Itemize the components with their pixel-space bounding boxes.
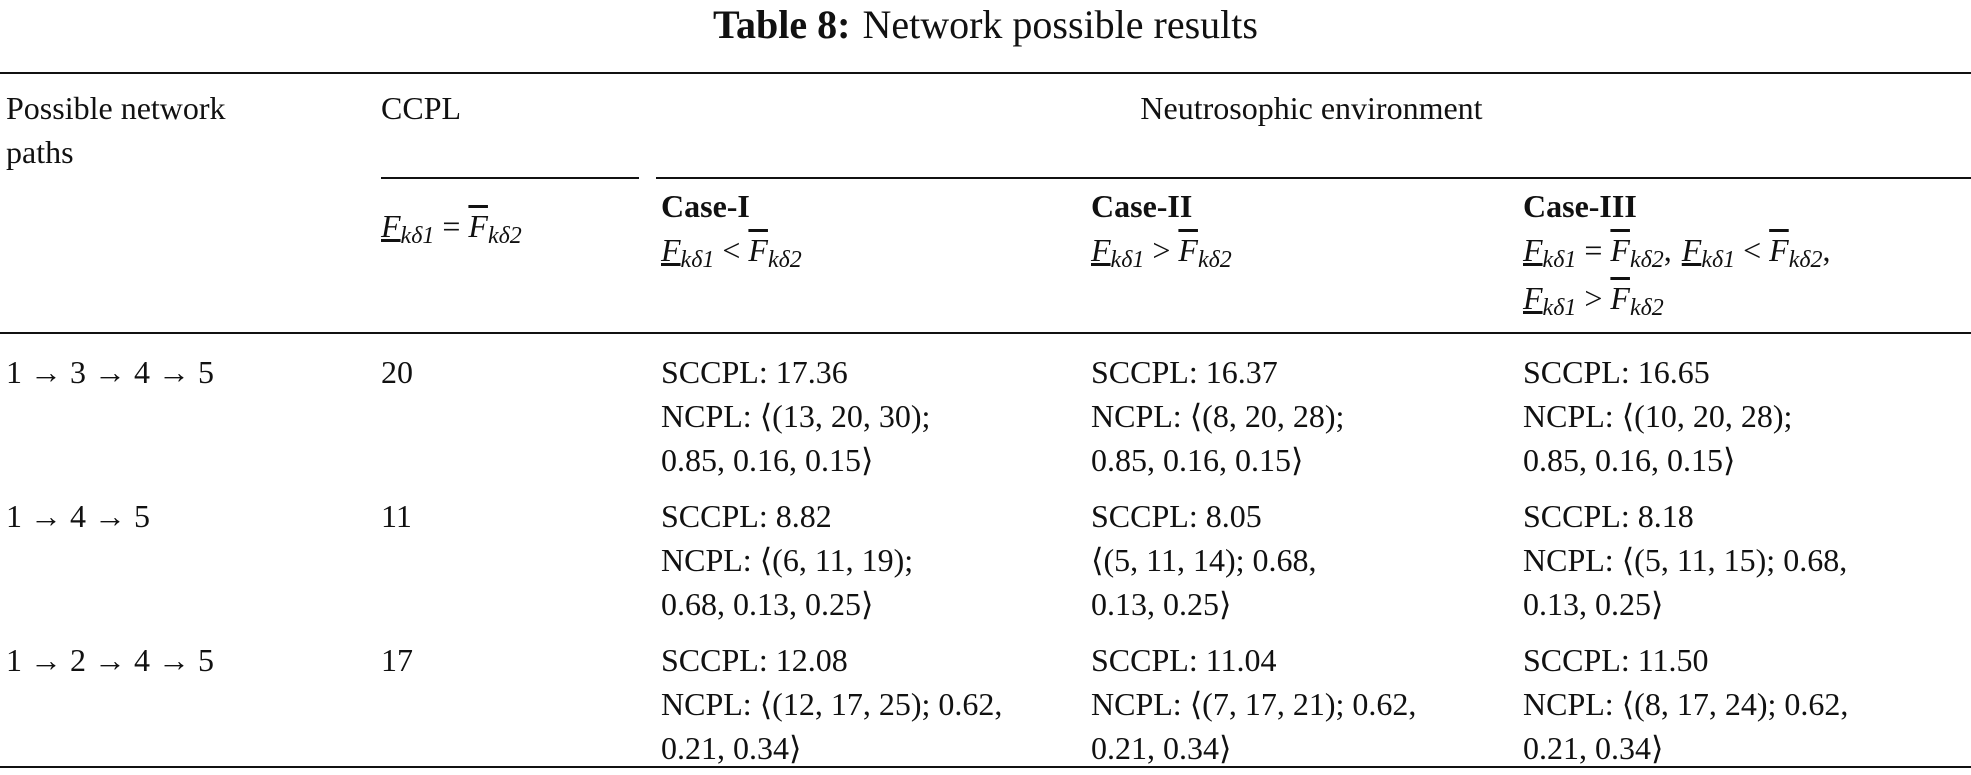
case-cell: SCCPL: 16.37 NCPL: ⟨(8, 20, 28); 0.85, 0.1… bbox=[1091, 350, 1344, 482]
cell-line: 0.21, 0.34⟩ bbox=[1523, 730, 1664, 766]
title-label: Table 8: bbox=[713, 2, 851, 47]
case-header: Case-II Fkδ1 > Fkδ2 bbox=[1091, 184, 1232, 276]
cell-line: SCCPL: 16.37 bbox=[1091, 354, 1278, 390]
cell-line: NCPL: ⟨(12, 17, 25); 0.62, bbox=[661, 686, 1003, 722]
header-group: Neutrosophic environment bbox=[1140, 90, 1483, 126]
math-base: F bbox=[381, 208, 401, 244]
math-op: = bbox=[442, 208, 461, 244]
math-base: F bbox=[1091, 232, 1111, 268]
case-cell: SCCPL: 16.65 NCPL: ⟨(10, 20, 28); 0.85, 0.… bbox=[1523, 350, 1792, 482]
condition-line: Fkδ1 = Fkδ2, Fkδ1 < Fkδ2, bbox=[1523, 228, 1841, 276]
cell-line: NCPL: ⟨(8, 17, 24); 0.62, bbox=[1523, 686, 1849, 722]
math-op: < bbox=[1743, 232, 1762, 268]
math-op: > bbox=[1584, 280, 1603, 316]
case-cell: SCCPL: 8.82 NCPL: ⟨(6, 11, 19); 0.68, 0.13… bbox=[661, 494, 913, 626]
path-cell: 1 → 2 → 4 → 5 bbox=[6, 642, 214, 678]
math-sub: kδ2 bbox=[1788, 247, 1823, 273]
math-base: F bbox=[1610, 232, 1630, 268]
math-sub: kδ2 bbox=[1629, 295, 1664, 321]
cell-line: 0.13, 0.25⟩ bbox=[1523, 586, 1664, 622]
cell-line: SCCPL: 11.50 bbox=[1523, 642, 1709, 678]
math-sub: kδ1 bbox=[1542, 295, 1577, 321]
sub-rule bbox=[381, 177, 639, 179]
cell-line: 0.68, 0.13, 0.25⟩ bbox=[661, 586, 874, 622]
case-cell: SCCPL: 8.05 ⟨(5, 11, 14); 0.68, 0.13, 0.25… bbox=[1091, 494, 1317, 626]
case-name: Case-I bbox=[661, 188, 750, 224]
case-name: Case-III bbox=[1523, 188, 1637, 224]
cell-line: NCPL: ⟨(5, 11, 15); 0.68, bbox=[1523, 542, 1848, 578]
math-sub: kδ1 bbox=[1542, 247, 1577, 273]
math-sub: kδ1 bbox=[400, 223, 435, 249]
header-rule bbox=[0, 332, 1971, 334]
case-cell: SCCPL: 8.18 NCPL: ⟨(5, 11, 15); 0.68, 0.13… bbox=[1523, 494, 1847, 626]
math-base: F bbox=[1523, 232, 1543, 268]
cell-line: SCCPL: 11.04 bbox=[1091, 642, 1277, 678]
cell-line: SCCPL: 8.18 bbox=[1523, 498, 1694, 534]
cell-line: ⟨(5, 11, 14); 0.68, bbox=[1091, 542, 1317, 578]
math-sub: kδ2 bbox=[1629, 247, 1664, 273]
header-line: paths bbox=[6, 134, 74, 170]
cell-line: NCPL: ⟨(10, 20, 28); bbox=[1523, 398, 1793, 434]
separator: , bbox=[1663, 232, 1672, 268]
math-base: F bbox=[1610, 280, 1630, 316]
math-op: > bbox=[1152, 232, 1171, 268]
case-cell: SCCPL: 11.50 NCPL: ⟨(8, 17, 24); 0.62, 0.2… bbox=[1523, 638, 1848, 770]
cell-line: 0.21, 0.34⟩ bbox=[661, 730, 802, 766]
case-cell: SCCPL: 17.36 NCPL: ⟨(13, 20, 30); 0.85, 0.… bbox=[661, 350, 930, 482]
title-text: Network possible results bbox=[862, 2, 1258, 47]
header-line: Possible network bbox=[6, 90, 226, 126]
case-cell: SCCPL: 11.04 NCPL: ⟨(7, 17, 21); 0.62, 0.2… bbox=[1091, 638, 1416, 770]
case-header: Case-I Fkδ1 < Fkδ2 bbox=[661, 184, 802, 276]
math-sub: kδ1 bbox=[1110, 247, 1145, 273]
math-sub: kδ1 bbox=[680, 247, 715, 273]
condition-line: Fkδ1 < Fkδ2 bbox=[661, 228, 802, 276]
cell-line: 0.21, 0.34⟩ bbox=[1091, 730, 1232, 766]
cell-line: SCCPL: 8.05 bbox=[1091, 498, 1262, 534]
sub-rule bbox=[656, 177, 1971, 179]
math-base: F bbox=[1769, 232, 1789, 268]
math-op: < bbox=[722, 232, 741, 268]
ccpl-cell: 20 bbox=[381, 354, 413, 390]
top-rule bbox=[0, 72, 1971, 74]
cell-line: SCCPL: 8.82 bbox=[661, 498, 832, 534]
math-base: F bbox=[1523, 280, 1543, 316]
path-cell: 1 → 4 → 5 bbox=[6, 498, 150, 534]
math-base: F bbox=[468, 208, 488, 244]
path-cell: 1 → 3 → 4 → 5 bbox=[6, 354, 214, 390]
math-op: = bbox=[1584, 232, 1603, 268]
case-header: Case-III Fkδ1 = Fkδ2, Fkδ1 < Fkδ2, Fkδ1 > Fkδ2 bbox=[1523, 184, 1841, 324]
header-ccpl: CCPL bbox=[381, 90, 462, 126]
ccpl-cell: 17 bbox=[381, 642, 413, 678]
math-base: F bbox=[1681, 232, 1702, 268]
cell-line: SCCPL: 12.08 bbox=[661, 642, 848, 678]
math-base: F bbox=[1178, 232, 1198, 268]
cell-line: NCPL: ⟨(7, 17, 21); 0.62, bbox=[1091, 686, 1417, 722]
bottom-rule bbox=[0, 766, 1971, 768]
cell-line: NCPL: ⟨(13, 20, 30); bbox=[661, 398, 931, 434]
separator: , bbox=[1822, 232, 1831, 268]
case-name: Case-II bbox=[1091, 188, 1193, 224]
ccpl-cell: 11 bbox=[381, 498, 412, 534]
cell-line: NCPL: ⟨(8, 20, 28); bbox=[1091, 398, 1345, 434]
header-paths: Possible network paths bbox=[6, 86, 226, 174]
math-sub: kδ2 bbox=[1197, 247, 1232, 273]
math-sub: kδ2 bbox=[487, 223, 522, 249]
cell-line: SCCPL: 16.65 bbox=[1523, 354, 1710, 390]
condition-line: Fkδ1 > Fkδ2 bbox=[1523, 276, 1841, 324]
cell-line: 0.13, 0.25⟩ bbox=[1091, 586, 1232, 622]
case-cell: SCCPL: 12.08 NCPL: ⟨(12, 17, 25); 0.62, 0.… bbox=[661, 638, 1002, 770]
cell-line: 0.85, 0.16, 0.15⟩ bbox=[661, 442, 874, 478]
cell-line: NCPL: ⟨(6, 11, 19); bbox=[661, 542, 914, 578]
cell-line: 0.85, 0.16, 0.15⟩ bbox=[1523, 442, 1736, 478]
ccpl-condition: Fkδ1 = Fkδ2 bbox=[381, 204, 522, 252]
math-sub: kδ1 bbox=[1701, 247, 1736, 273]
table-title: Table 8: Network possible results bbox=[0, 0, 1971, 50]
math-base: F bbox=[661, 232, 681, 268]
math-sub: kδ2 bbox=[767, 247, 802, 273]
cell-line: 0.85, 0.16, 0.15⟩ bbox=[1091, 442, 1304, 478]
condition-line: Fkδ1 > Fkδ2 bbox=[1091, 228, 1232, 276]
cell-line: SCCPL: 17.36 bbox=[661, 354, 848, 390]
math-base: F bbox=[748, 232, 768, 268]
